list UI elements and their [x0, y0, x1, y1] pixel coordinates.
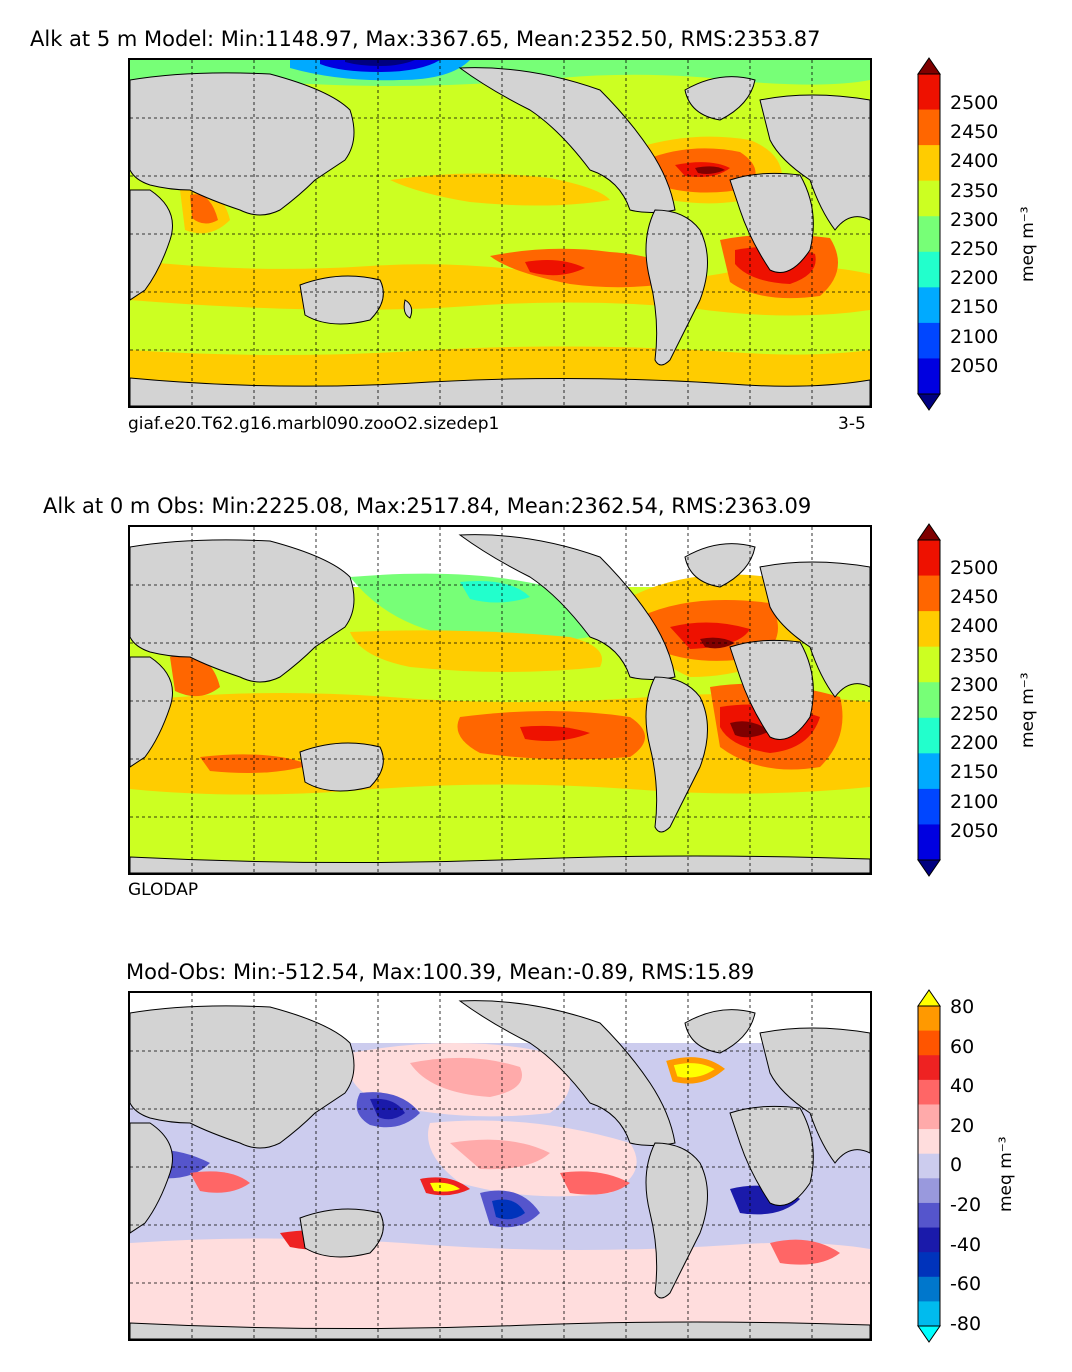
colorbar-bin	[918, 1129, 940, 1155]
colorbar-bin	[918, 74, 940, 111]
colorbar-tick-label: 2050	[950, 819, 999, 842]
colorbar-bin	[918, 1202, 940, 1229]
colorbar-bin	[918, 180, 940, 217]
colorbar-tick-label: 2350	[950, 644, 999, 667]
colorbar-tick-label: 0	[950, 1154, 963, 1177]
colorbar-min-arrow	[917, 859, 941, 877]
diff-panel-title: Mod-Obs: Min:-512.54, Max:100.39, Mean:-…	[126, 960, 755, 984]
colorbar-max-arrow	[917, 57, 941, 75]
colorbar-tick-label: 2100	[950, 790, 999, 813]
colorbar-tick-label: 20	[950, 1114, 975, 1137]
colorbar-tick-label: 2250	[950, 238, 999, 260]
colorbar-tick-label: 2150	[950, 296, 999, 319]
model-run-name: giaf.e20.T62.g16.marbl090.zooO2.sizedep1	[128, 414, 500, 434]
colorbar-bin	[918, 1030, 940, 1056]
colorbar-bin	[918, 251, 940, 288]
colorbar-tick-label: 2300	[950, 208, 999, 231]
colorbar-min-arrow	[917, 393, 941, 411]
colorbar-bin	[918, 753, 940, 790]
colorbar-bin	[918, 1006, 940, 1032]
colorbar-tick-label: 60	[950, 1035, 975, 1058]
colorbar-bin	[918, 1079, 940, 1105]
colorbar-bin	[918, 1276, 940, 1302]
model-years: 3-5	[838, 414, 866, 434]
diff-colorbar	[917, 989, 941, 1343]
obs-colorbar	[917, 523, 941, 877]
colorbar-tick-label: 2400	[950, 150, 999, 173]
colorbar-tick-label: 2150	[950, 761, 999, 784]
obs-alkalinity-map	[128, 525, 872, 875]
obs-source-label: GLODAP	[128, 880, 199, 900]
colorbar-tick-label: 40	[950, 1075, 975, 1098]
colorbar-tick-label: 2500	[950, 557, 999, 579]
colorbar-bin	[918, 575, 940, 612]
colorbar-bin	[918, 109, 940, 146]
colorbar-bin	[918, 1252, 940, 1278]
model-colorbar-unit: meq m⁻³	[1018, 206, 1038, 282]
colorbar-bin	[918, 1301, 940, 1327]
obs-colorbar-unit: meq m⁻³	[1018, 672, 1038, 748]
colorbar-tick-label: 80	[950, 996, 975, 1018]
colorbar-bin	[918, 1178, 940, 1204]
colorbar-bin	[918, 145, 940, 182]
colorbar-bin	[918, 1227, 940, 1253]
colorbar-tick-label: -60	[950, 1273, 982, 1296]
colorbar-tick-label: 2250	[950, 703, 999, 725]
colorbar-tick-label: -20	[950, 1194, 982, 1216]
colorbar-tick-label: 2100	[950, 325, 999, 348]
colorbar-tick-label: 2500	[950, 92, 999, 114]
diff-colorbar-unit: meq m⁻³	[996, 1136, 1016, 1212]
colorbar-bin	[918, 682, 940, 719]
colorbar-bin	[918, 717, 940, 754]
model-panel-title: Alk at 5 m Model: Min:1148.97, Max:3367.…	[30, 27, 821, 51]
colorbar-min-arrow	[917, 1325, 941, 1343]
colorbar-bin	[918, 788, 940, 825]
colorbar-tick-label: 2200	[950, 267, 999, 290]
colorbar-bin	[918, 1104, 940, 1130]
model-alkalinity-map	[128, 58, 872, 408]
colorbar-bin	[918, 1153, 940, 1179]
colorbar-tick-label: 2300	[950, 673, 999, 696]
diff-alkalinity-map	[128, 991, 872, 1341]
colorbar-max-arrow	[917, 523, 941, 541]
colorbar-bin	[918, 216, 940, 253]
colorbar-tick-label: 2450	[950, 121, 999, 144]
colorbar-bin	[918, 540, 940, 577]
colorbar-tick-label: -40	[950, 1233, 982, 1256]
colorbar-bin	[918, 322, 940, 359]
colorbar-tick-label: 2350	[950, 179, 999, 202]
obs-panel-title: Alk at 0 m Obs: Min:2225.08, Max:2517.84…	[43, 494, 812, 518]
model-colorbar	[917, 57, 941, 411]
colorbar-bin	[918, 611, 940, 648]
colorbar-tick-label: 2450	[950, 586, 999, 609]
colorbar-tick-label: 2050	[950, 354, 999, 377]
colorbar-max-arrow	[917, 989, 941, 1007]
colorbar-bin	[918, 287, 940, 324]
colorbar-tick-label: 2400	[950, 615, 999, 638]
colorbar-tick-label: 2200	[950, 732, 999, 755]
colorbar-tick-label: -80	[950, 1312, 982, 1335]
colorbar-bin	[918, 1055, 940, 1081]
colorbar-bin	[918, 824, 940, 861]
colorbar-bin	[918, 646, 940, 683]
colorbar-bin	[918, 358, 940, 395]
